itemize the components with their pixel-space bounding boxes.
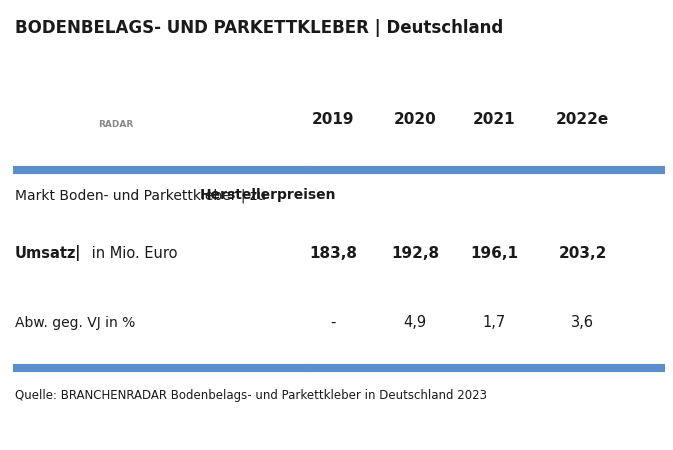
- Text: 2021: 2021: [472, 112, 516, 127]
- Text: BODENBELAGS- UND PARKETTKLEBER | Deutschland: BODENBELAGS- UND PARKETTKLEBER | Deutsch…: [15, 19, 503, 37]
- Text: Herstellerpreisen: Herstellerpreisen: [200, 188, 336, 202]
- Text: 203,2: 203,2: [559, 246, 607, 261]
- Text: RADAR: RADAR: [98, 120, 133, 129]
- Text: 3,6: 3,6: [571, 315, 594, 330]
- Text: 183,8: 183,8: [309, 246, 357, 261]
- Text: 4,9: 4,9: [404, 315, 427, 330]
- Text: 2019: 2019: [312, 112, 355, 127]
- Text: Umsatz: Umsatz: [15, 246, 76, 261]
- Text: Jahre: Jahre: [63, 76, 84, 86]
- Text: Abw. geg. VJ in %: Abw. geg. VJ in %: [15, 315, 135, 330]
- Text: Markt Boden- und Parkettkleber | zu: Markt Boden- und Parkettkleber | zu: [15, 188, 270, 202]
- Text: 196,1: 196,1: [470, 246, 518, 261]
- Text: Quelle: BRANCHENRADAR Bodenbelags- und Parkettkleber in Deutschland 2023: Quelle: BRANCHENRADAR Bodenbelags- und P…: [15, 389, 487, 402]
- Text: 2020: 2020: [394, 112, 437, 127]
- Text: -: -: [330, 315, 336, 330]
- Text: |: |: [70, 245, 81, 261]
- Text: 30: 30: [17, 78, 59, 107]
- Text: 1,7: 1,7: [483, 315, 505, 330]
- Text: 192,8: 192,8: [391, 246, 439, 261]
- Text: in Mio. Euro: in Mio. Euro: [87, 246, 178, 261]
- Text: 2022e: 2022e: [556, 112, 610, 127]
- Text: BRANCHENRADAR: BRANCHENRADAR: [17, 121, 98, 130]
